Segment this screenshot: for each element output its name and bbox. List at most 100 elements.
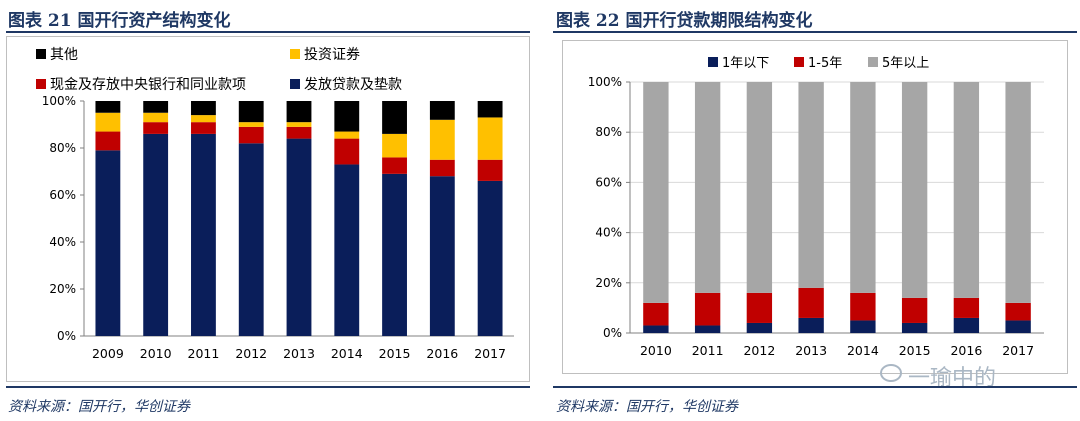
x-tick-label: 2013: [795, 343, 827, 358]
bar-segment: [1005, 320, 1031, 333]
legend-label: 现金及存放中央银行和同业款项: [50, 77, 246, 93]
x-tick-label: 2014: [331, 346, 363, 361]
legend-label: 发放贷款及垫款: [304, 77, 402, 93]
bar-segment: [798, 287, 824, 318]
x-tick-label: 2011: [188, 346, 220, 361]
bar-segment: [477, 117, 503, 160]
x-tick-label: 2015: [379, 346, 411, 361]
right-title-rule: [553, 31, 1077, 33]
right-source-rule: [553, 386, 1077, 388]
bar-segment: [382, 101, 407, 134]
bar-segment: [694, 325, 721, 333]
bar-segment: [286, 101, 312, 123]
right-bars: [643, 82, 1031, 333]
x-tick-label: 2012: [743, 343, 775, 358]
left-title-rule: [6, 31, 530, 33]
bar-segment: [429, 119, 455, 160]
bar-segment: [286, 126, 312, 139]
bar-segment: [191, 122, 216, 134]
bar-segment: [850, 292, 876, 321]
y-tick-label: 100%: [588, 75, 622, 89]
left-tick-labels: 0% 20% 40% 60% 80% 100% 2009 2010 2011 2012 2013 20…: [42, 94, 506, 361]
x-tick-label: 2017: [1002, 343, 1034, 358]
legend-label: 投资证券: [304, 47, 360, 63]
left-figure-title: 图表 21 国开行资产结构变化: [8, 11, 231, 31]
left-source-note: 资料来源：国开行，华创证券: [8, 399, 190, 415]
legend-label: 5年以上: [882, 56, 929, 71]
legend-label: 1年以下: [722, 56, 769, 71]
bar-segment: [286, 138, 312, 336]
bar-segment: [953, 297, 980, 318]
bar-segment: [901, 82, 928, 298]
legend-swatch: [868, 57, 878, 67]
bar-segment: [643, 325, 669, 333]
x-tick-label: 2011: [692, 343, 724, 358]
bar-segment: [901, 322, 928, 333]
legend-swatch: [290, 79, 300, 89]
wechat-icon: [880, 364, 902, 382]
x-tick-label: 2016: [950, 343, 982, 358]
bar-segment: [477, 159, 503, 181]
bar-segment: [643, 82, 669, 303]
bar-segment: [477, 180, 503, 336]
left-source-rule: [6, 386, 530, 388]
bar-segment: [382, 157, 407, 174]
x-tick-label: 2010: [640, 343, 672, 358]
y-tick-label: 20%: [595, 276, 622, 290]
bar-segment: [238, 143, 264, 336]
y-tick-label: 0%: [57, 329, 76, 343]
y-tick-label: 100%: [42, 94, 76, 108]
bar-segment: [286, 122, 312, 127]
bar-segment: [1005, 302, 1031, 321]
legend-swatch: [36, 49, 46, 59]
bar-segment: [334, 131, 360, 139]
bar-segment: [334, 164, 360, 336]
bar-segment: [382, 173, 407, 336]
bar-segment: [643, 302, 669, 326]
bar-segment: [143, 112, 169, 123]
bar-segment: [694, 82, 721, 293]
x-tick-label: 2013: [283, 346, 315, 361]
legend-swatch: [708, 57, 718, 67]
right-tick-labels: 0% 20% 40% 60% 80% 100% 2010 2011 2012 2013 2014 20…: [588, 75, 1034, 358]
y-tick-label: 80%: [49, 141, 76, 155]
bar-segment: [238, 101, 264, 123]
bar-segment: [143, 122, 169, 134]
y-tick-label: 60%: [595, 175, 622, 189]
y-tick-label: 80%: [595, 125, 622, 139]
bar-segment: [477, 101, 503, 118]
x-tick-label: 2010: [140, 346, 172, 361]
y-tick-label: 40%: [49, 235, 76, 249]
bar-segment: [95, 150, 121, 336]
bar-segment: [95, 112, 121, 132]
bar-segment: [334, 138, 360, 165]
loan-term-structure-chart: 1年以下 1-5年 5年以上 0% 20% 40% 60% 80% 100% 2010 2011 2…: [562, 40, 1068, 374]
y-tick-label: 0%: [603, 326, 622, 340]
bar-segment: [953, 82, 980, 298]
x-tick-label: 2012: [235, 346, 267, 361]
bar-segment: [95, 131, 121, 151]
bar-segment: [191, 133, 216, 336]
bar-segment: [429, 176, 455, 336]
y-tick-label: 40%: [595, 226, 622, 240]
legend-swatch: [290, 49, 300, 59]
bar-segment: [798, 317, 824, 333]
bar-segment: [334, 101, 360, 132]
bar-segment: [429, 159, 455, 177]
y-tick-label: 60%: [49, 188, 76, 202]
legend-swatch: [36, 79, 46, 89]
legend-label: 其他: [50, 47, 78, 63]
bar-segment: [901, 297, 928, 323]
bar-segment: [143, 101, 169, 113]
y-tick-label: 20%: [49, 282, 76, 296]
bar-segment: [746, 292, 773, 323]
bar-segment: [953, 317, 980, 333]
x-tick-label: 2009: [92, 346, 124, 361]
right-figure-title: 图表 22 国开行贷款期限结构变化: [556, 11, 813, 31]
bar-segment: [850, 82, 876, 293]
bar-segment: [746, 82, 773, 293]
bar-segment: [382, 133, 407, 158]
right-legend: 1年以下 1-5年 5年以上: [708, 56, 929, 71]
bar-segment: [143, 133, 169, 336]
